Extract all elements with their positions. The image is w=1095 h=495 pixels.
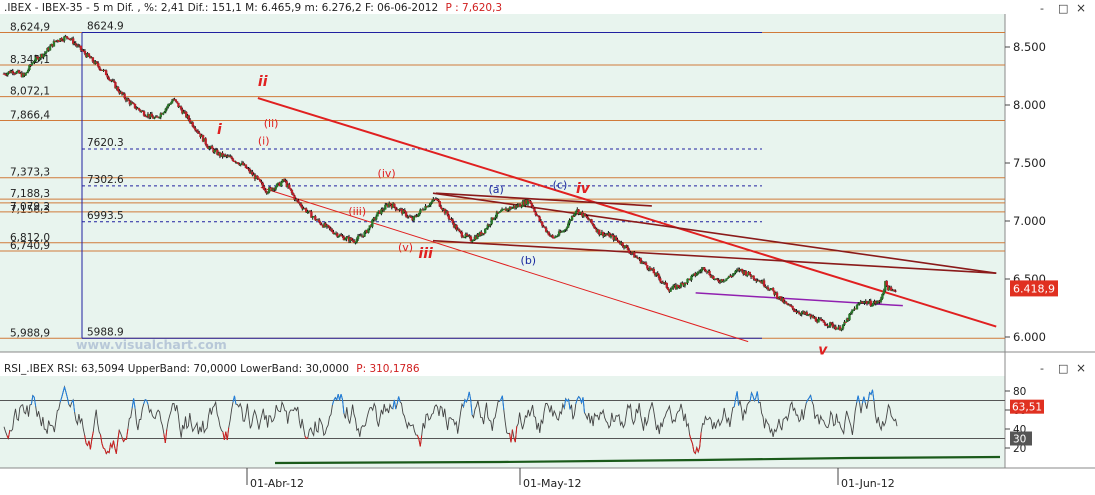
wave-label: (v) xyxy=(398,241,413,254)
price-axis-label: 8.000 xyxy=(1013,98,1046,112)
price-level-label: 8624.9 xyxy=(87,21,124,33)
price-level-label: 6993.5 xyxy=(87,210,124,222)
wave-label: (b) xyxy=(521,254,537,267)
fib-level-label: 7,156,3 xyxy=(10,204,50,216)
price-axis-label: 8.500 xyxy=(1013,40,1046,54)
wave-label: (iii) xyxy=(348,205,366,218)
wave-label: (ii) xyxy=(264,117,279,130)
wave-label: v xyxy=(818,342,828,358)
rsi-axis-label: 80 xyxy=(1013,386,1026,398)
rsi-window-controls: - □ × xyxy=(1040,361,1086,375)
price-panel: 8.5008.0007.5007.0006.5006.0008,624,98,3… xyxy=(0,21,1058,358)
price-axis-label: 7.500 xyxy=(1013,156,1046,170)
last-price-box xyxy=(1010,280,1058,297)
wave-label: (a) xyxy=(488,183,503,196)
fib-level-label: 7,866,4 xyxy=(10,109,50,121)
wave-label: (iv) xyxy=(378,167,396,180)
watermark: www.visualchart.com xyxy=(76,337,227,352)
price-axis-label: 6.000 xyxy=(1013,330,1046,344)
trendline-triangle-base[interactable] xyxy=(432,239,997,274)
main-chart-title: .IBEX - IBEX-35 - 5 m Dif. , %: 2,41 Dif… xyxy=(4,2,502,14)
wave-label: iii xyxy=(418,246,433,262)
rsi-baseline xyxy=(274,455,1001,465)
price-axis-label: 7.000 xyxy=(1013,214,1046,228)
price-level-label: 7302.6 xyxy=(87,174,124,186)
rsi-band-box xyxy=(1010,431,1032,446)
fib-level-label: 7,079,2 xyxy=(10,201,50,213)
time-axis-label: 01-Jun-12 xyxy=(841,477,895,490)
rsi-band-label: 30 xyxy=(1013,434,1026,446)
trendline-lower-channel[interactable] xyxy=(260,186,749,343)
trendline-main-downtrend[interactable] xyxy=(257,97,997,328)
fib-level-label: 6,740,9 xyxy=(10,240,50,252)
minimize-icon[interactable]: - xyxy=(1040,2,1044,15)
main-plot-background xyxy=(0,14,1005,352)
wave-label: (c) xyxy=(553,179,568,192)
time-axis: 01-Abr-12 01-May-12 01-Jun-12 xyxy=(246,468,895,490)
maximize-icon[interactable]: □ xyxy=(1058,2,1068,15)
wave-label: iv xyxy=(576,181,591,197)
price-candles xyxy=(2,34,897,332)
fib-level-label: 7,373,3 xyxy=(10,167,50,179)
rsi-maximize-icon[interactable]: □ xyxy=(1058,362,1068,375)
fib-level-label: 8,072,1 xyxy=(10,86,50,98)
rsi-value-label: 63,51 xyxy=(1012,402,1042,414)
wave-label: (i) xyxy=(258,134,270,147)
fib-level-label: 8,624,9 xyxy=(10,22,50,34)
close-icon[interactable]: × xyxy=(1076,1,1086,15)
rsi-close-icon[interactable]: × xyxy=(1076,361,1086,375)
rsi-axis-panel[interactable] xyxy=(1005,376,1095,468)
price-level-label: 7620.3 xyxy=(87,137,124,149)
fib-level-label: 5,988,9 xyxy=(10,327,50,339)
rsi-chart-title: RSI_.IBEX RSI: 63,5094 UpperBand: 70,000… xyxy=(4,363,420,375)
rsi-axis-label: 20 xyxy=(1013,443,1026,455)
trendline-triangle-top[interactable] xyxy=(435,192,652,207)
rsi-minimize-icon[interactable]: - xyxy=(1040,362,1044,375)
trendline-upper-channel[interactable] xyxy=(432,192,997,274)
fib-level-label: 6,812,0 xyxy=(10,232,50,244)
last-price-label: 6.418,9 xyxy=(1013,282,1055,295)
price-level-label: 5988.9 xyxy=(87,326,124,338)
fib-level-label: 7,188,3 xyxy=(10,188,50,200)
wave-label: ii xyxy=(258,74,268,90)
time-axis-label: 01-Abr-12 xyxy=(250,477,304,490)
wave-label: i xyxy=(217,122,222,138)
main-window-controls: - □ × xyxy=(1040,1,1086,15)
rsi-oscillator xyxy=(3,385,898,455)
price-axis-panel[interactable] xyxy=(1005,14,1095,352)
rsi-value-box xyxy=(1010,399,1044,414)
time-axis-label: 01-May-12 xyxy=(523,477,581,490)
